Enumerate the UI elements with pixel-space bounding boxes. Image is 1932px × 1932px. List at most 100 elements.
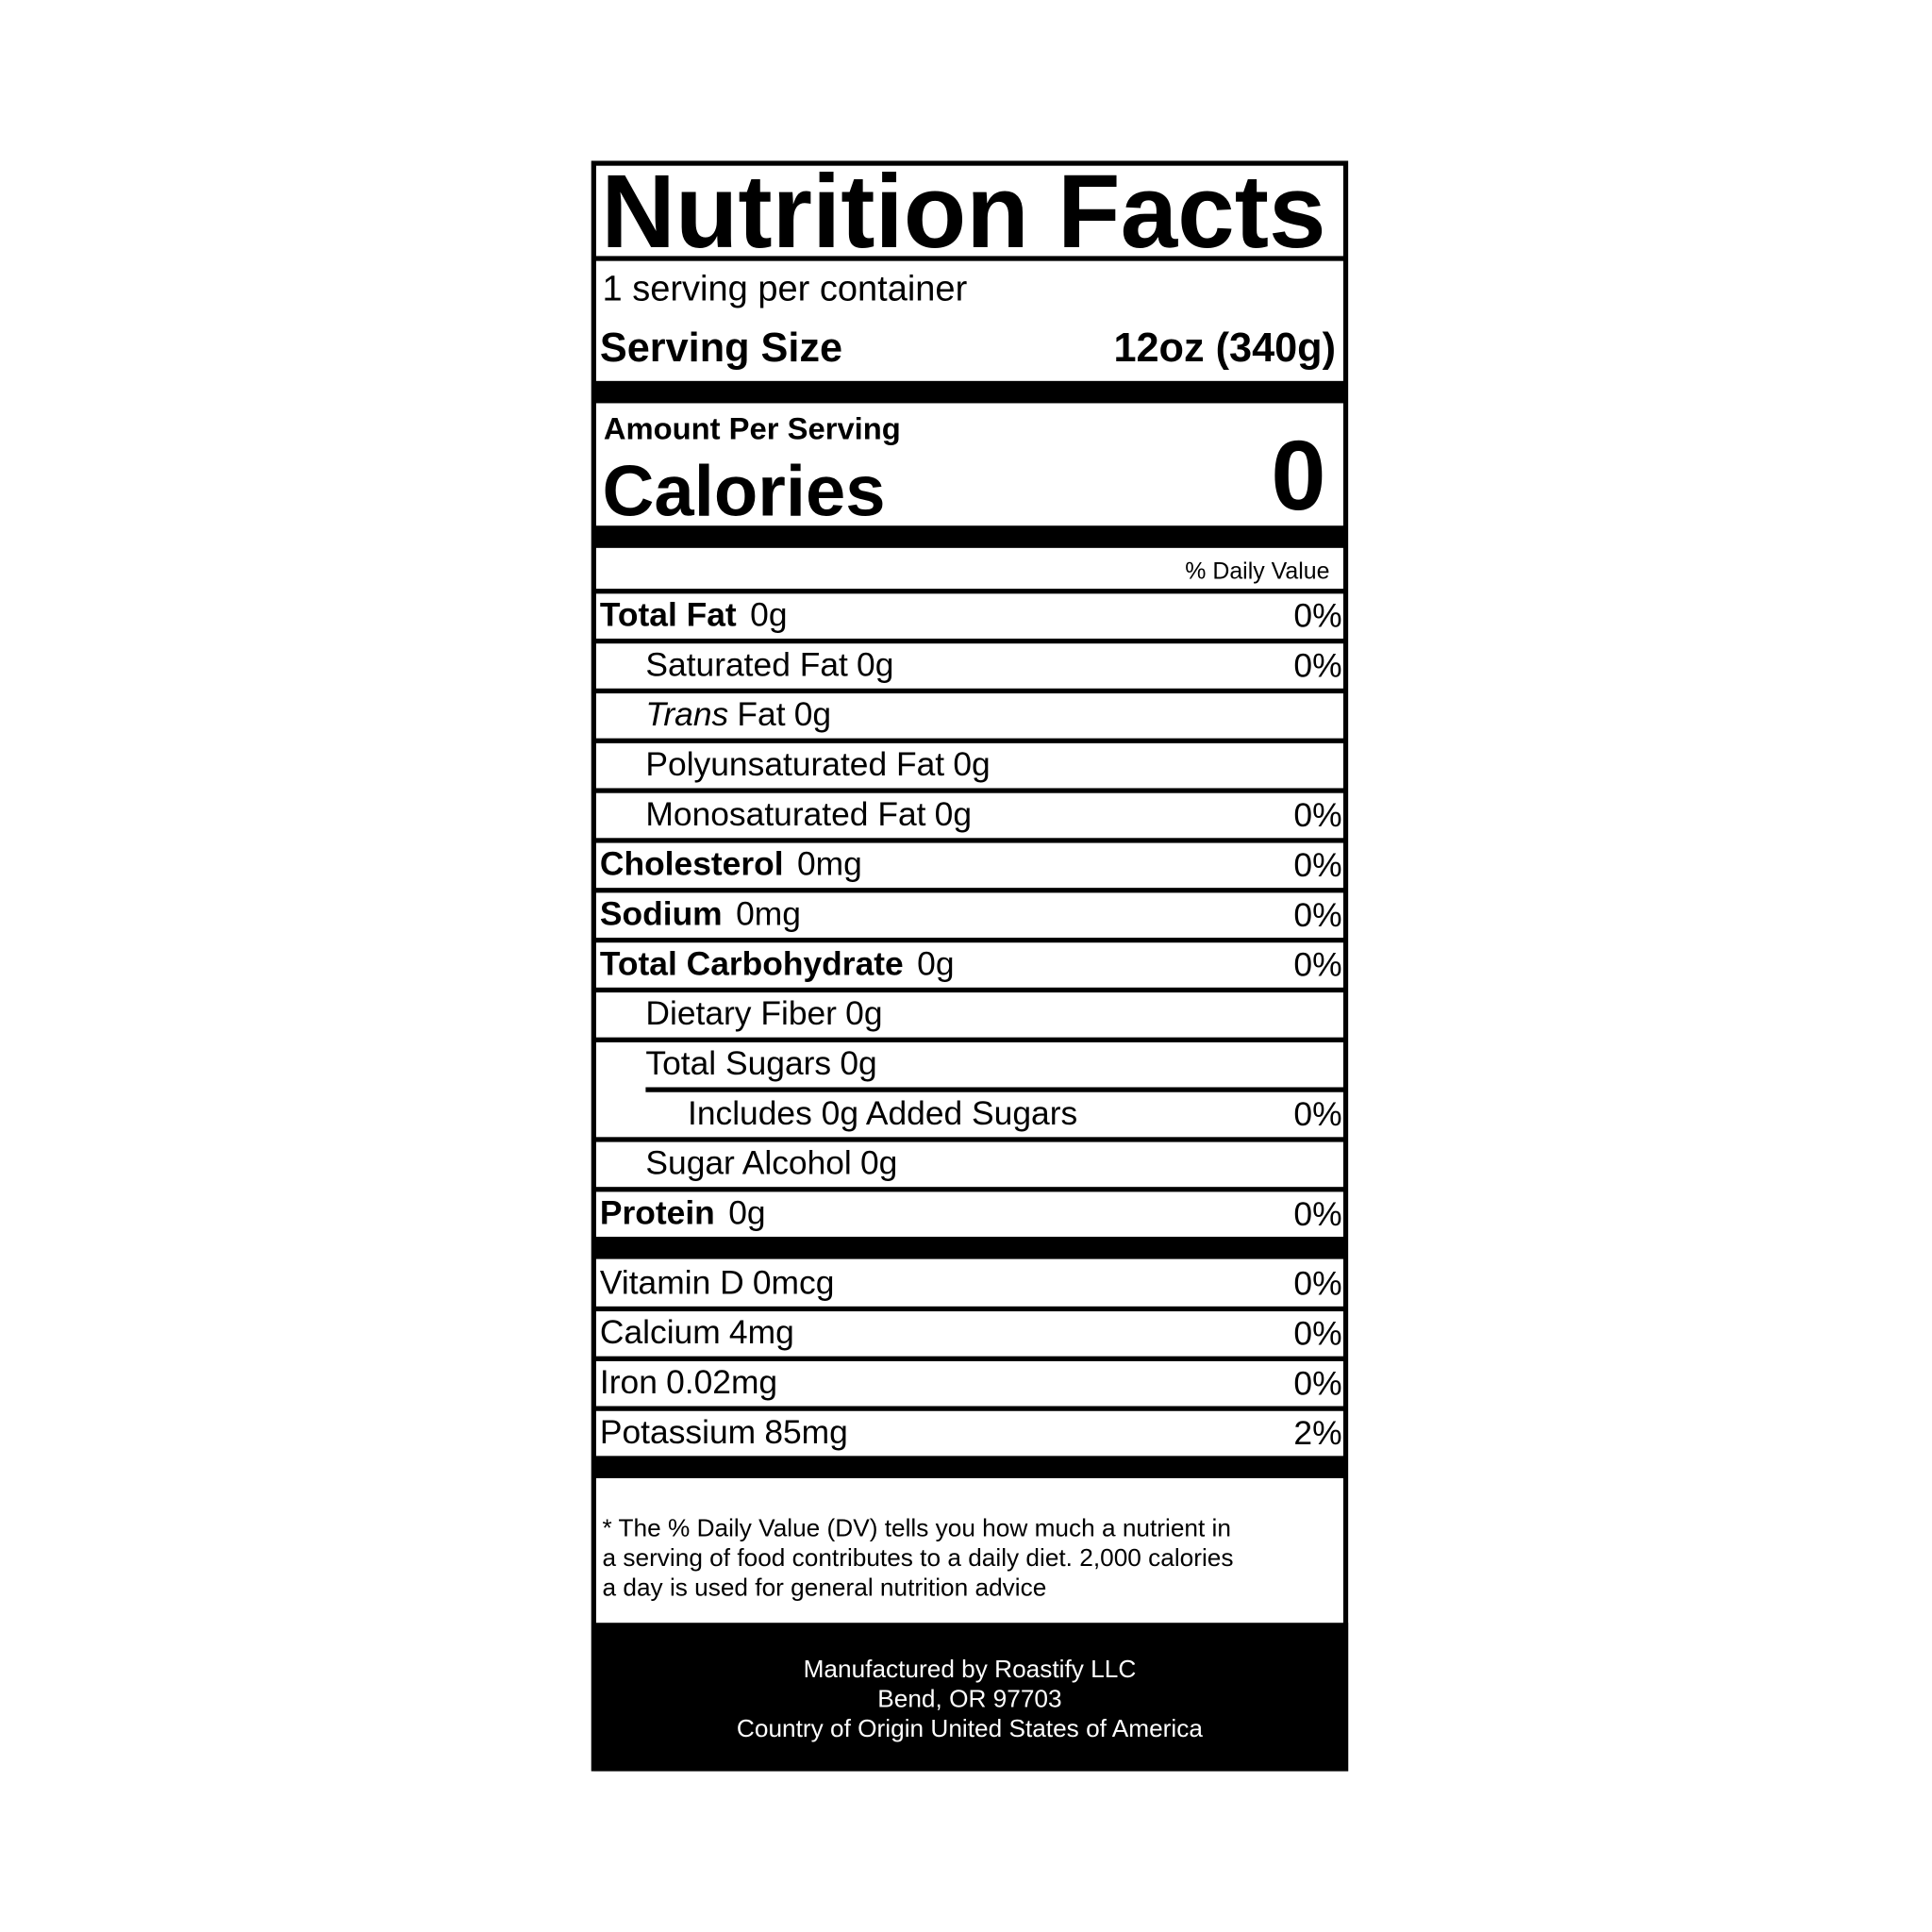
nutrient-amount: 0mg xyxy=(797,845,862,883)
nutrient-amount: 0mg xyxy=(736,894,801,932)
nutrient-name: Protein xyxy=(600,1194,715,1232)
nutrient-row: Polyunsaturated Fat 0g xyxy=(645,745,990,783)
nutrient-row: Dietary Fiber 0g xyxy=(645,994,882,1032)
title: Nutrition Facts xyxy=(601,154,1325,270)
daily-value: 0% xyxy=(1293,846,1341,884)
serving-size-label: Serving Size xyxy=(600,325,842,371)
footnote-line: * The % Daily Value (DV) tells you how m… xyxy=(603,1513,1231,1541)
divider xyxy=(593,688,1346,694)
nutrient-row: Trans Fat 0g xyxy=(645,695,831,733)
nutrient-row: Total Fat 0g xyxy=(600,595,788,633)
nutrient-row: Potassium 85mg xyxy=(600,1413,848,1451)
nutrient-amount: 0g xyxy=(840,1044,876,1082)
divider xyxy=(593,1306,1346,1312)
divider xyxy=(593,638,1346,644)
divider xyxy=(593,838,1346,843)
daily-value: 0% xyxy=(1293,647,1341,685)
nutrient-row: Sodium 0mg xyxy=(600,894,801,932)
nutrient-name: Iron xyxy=(600,1363,658,1401)
nutrient-name: Sugar Alcohol xyxy=(645,1144,851,1182)
divider xyxy=(593,987,1346,993)
nutrient-amount: 0g xyxy=(860,1144,897,1182)
nutrient-row: Sugar Alcohol 0g xyxy=(645,1144,897,1182)
daily-value: 0% xyxy=(1293,597,1341,635)
divider xyxy=(645,1087,1346,1092)
nutrient-name: Polyunsaturated Fat xyxy=(645,745,944,783)
nutrient-row: Monosaturated Fat 0g xyxy=(645,795,972,833)
nutrient-italic: Trans xyxy=(645,695,728,733)
divider xyxy=(593,1356,1346,1361)
daily-value: 0% xyxy=(1293,946,1341,984)
divider xyxy=(593,738,1346,743)
nutrient-name: Monosaturated Fat xyxy=(645,795,925,833)
nutrient-amount: 0g xyxy=(728,1194,765,1232)
nutrient-amount: 0g xyxy=(857,645,893,683)
manufacturer-line: Country of Origin United States of Ameri… xyxy=(737,1714,1203,1742)
nutrient-row: Includes 0g Added Sugars xyxy=(688,1094,1077,1132)
nutrient-amount: 0g xyxy=(935,795,972,833)
serving-size-value: 12oz (340g) xyxy=(1113,325,1336,371)
divider xyxy=(593,1137,1346,1142)
daily-value: 0% xyxy=(1293,796,1341,834)
divider xyxy=(593,937,1346,943)
daily-value: 0% xyxy=(1293,1195,1341,1233)
divider xyxy=(593,1187,1346,1192)
daily-value: 2% xyxy=(1293,1414,1341,1452)
nutrient-name: Calcium xyxy=(600,1313,721,1351)
nutrient-name: Includes 0g Added Sugars xyxy=(688,1094,1077,1132)
nutrient-amount: 0g xyxy=(917,944,954,982)
nutrient-row: Total Carbohydrate 0g xyxy=(600,944,955,982)
nutrient-name: Cholesterol xyxy=(600,845,784,883)
thick-divider xyxy=(593,1456,1346,1478)
nutrient-amount: 0g xyxy=(794,695,831,733)
nutrient-row: Calcium 4mg xyxy=(600,1313,794,1351)
nutrient-name: Total Fat xyxy=(600,595,737,633)
nutrient-name: Saturated Fat xyxy=(645,645,848,683)
nutrient-row: Cholesterol 0mg xyxy=(600,845,862,883)
servings: 1 serving per container xyxy=(603,270,968,309)
daily-value: 0% xyxy=(1293,896,1341,934)
footnote-line: a day is used for general nutrition advi… xyxy=(603,1573,1047,1601)
manufacturer-line: Bend, OR 97703 xyxy=(877,1684,1061,1712)
nutrient-amount: 0g xyxy=(845,994,882,1032)
nutrient-name: Vitamin D xyxy=(600,1263,744,1301)
thick-divider xyxy=(593,525,1346,548)
daily-value: 0% xyxy=(1293,1095,1341,1133)
nutrient-row: Total Sugars 0g xyxy=(645,1044,876,1082)
divider xyxy=(593,589,1346,594)
nutrient-name: Potassium xyxy=(600,1413,756,1451)
manufacturer-line: Manufactured by Roastify LLC xyxy=(804,1655,1137,1683)
nutrient-name: Total Carbohydrate xyxy=(600,944,904,982)
nutrient-row: Protein 0g xyxy=(600,1194,766,1232)
daily-value: 0% xyxy=(1293,1265,1341,1303)
nutrient-amount: 0.02mg xyxy=(666,1363,777,1401)
nutrient-row: Iron 0.02mg xyxy=(600,1363,777,1401)
divider xyxy=(593,888,1346,893)
nutrient-name: Fat xyxy=(737,695,785,733)
daily-value-header: % Daily Value xyxy=(1185,558,1329,585)
thick-divider xyxy=(593,380,1346,404)
nutrient-amount: 85mg xyxy=(764,1413,848,1451)
calories-label: Calories xyxy=(603,452,886,532)
divider xyxy=(593,256,1346,261)
nutrient-row: Vitamin D 0mcg xyxy=(600,1263,834,1301)
divider xyxy=(593,1037,1346,1042)
footnote-line: a serving of food contributes to a daily… xyxy=(603,1543,1234,1572)
nutrient-name: Sodium xyxy=(600,894,723,932)
thick-divider xyxy=(593,1237,1346,1259)
nutrient-name: Total Sugars xyxy=(645,1044,831,1082)
nutrient-amount: 4mg xyxy=(729,1313,794,1351)
manufacturer-band xyxy=(593,1623,1349,1772)
daily-value: 0% xyxy=(1293,1314,1341,1352)
amount-per-serving: Amount Per Serving xyxy=(604,410,901,445)
divider xyxy=(593,1406,1346,1411)
nutrient-amount: 0g xyxy=(953,745,990,783)
nutrient-amount: 0g xyxy=(750,595,787,633)
nutrient-row: Saturated Fat 0g xyxy=(645,645,893,683)
daily-value: 0% xyxy=(1293,1364,1341,1402)
calories-value: 0 xyxy=(1271,421,1325,531)
divider xyxy=(593,788,1346,793)
nutrient-amount: 0mcg xyxy=(753,1263,835,1301)
